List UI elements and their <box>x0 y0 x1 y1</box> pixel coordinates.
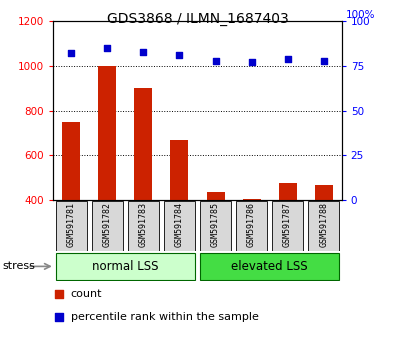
Bar <box>200 200 231 251</box>
Point <box>140 49 147 55</box>
Point <box>104 45 111 51</box>
Text: elevated LSS: elevated LSS <box>231 260 308 273</box>
Bar <box>134 88 152 289</box>
Point <box>248 59 255 65</box>
Bar <box>128 200 159 251</box>
Point <box>176 52 182 58</box>
Text: GSM591783: GSM591783 <box>139 202 148 247</box>
Point <box>68 51 75 56</box>
Text: normal LSS: normal LSS <box>92 260 159 273</box>
Bar <box>164 200 195 251</box>
Bar <box>92 200 123 251</box>
Point <box>320 58 327 63</box>
Bar <box>200 253 339 280</box>
Bar <box>243 199 261 289</box>
Bar <box>308 200 339 251</box>
Text: GSM591782: GSM591782 <box>103 202 112 247</box>
Bar <box>315 185 333 289</box>
Text: GSM591784: GSM591784 <box>175 202 184 247</box>
Bar <box>236 200 267 251</box>
Text: GSM591781: GSM591781 <box>67 202 76 247</box>
Bar <box>56 253 195 280</box>
Text: GDS3868 / ILMN_1687403: GDS3868 / ILMN_1687403 <box>107 12 288 27</box>
Text: GSM591786: GSM591786 <box>247 202 256 247</box>
Text: GSM591785: GSM591785 <box>211 202 220 247</box>
Text: count: count <box>71 289 102 299</box>
Bar <box>62 122 80 289</box>
Bar <box>207 192 224 289</box>
Bar <box>278 183 297 289</box>
Text: 100%: 100% <box>346 10 375 20</box>
Text: percentile rank within the sample: percentile rank within the sample <box>71 312 258 322</box>
Point <box>284 56 291 62</box>
Point <box>213 58 219 63</box>
Point <box>247 210 253 215</box>
Text: stress: stress <box>2 261 35 272</box>
Text: GSM591787: GSM591787 <box>283 202 292 247</box>
Bar <box>56 200 87 251</box>
Bar <box>98 66 117 289</box>
Point <box>247 0 253 6</box>
Bar <box>171 140 188 289</box>
Bar <box>272 200 303 251</box>
Text: GSM591788: GSM591788 <box>319 202 328 247</box>
